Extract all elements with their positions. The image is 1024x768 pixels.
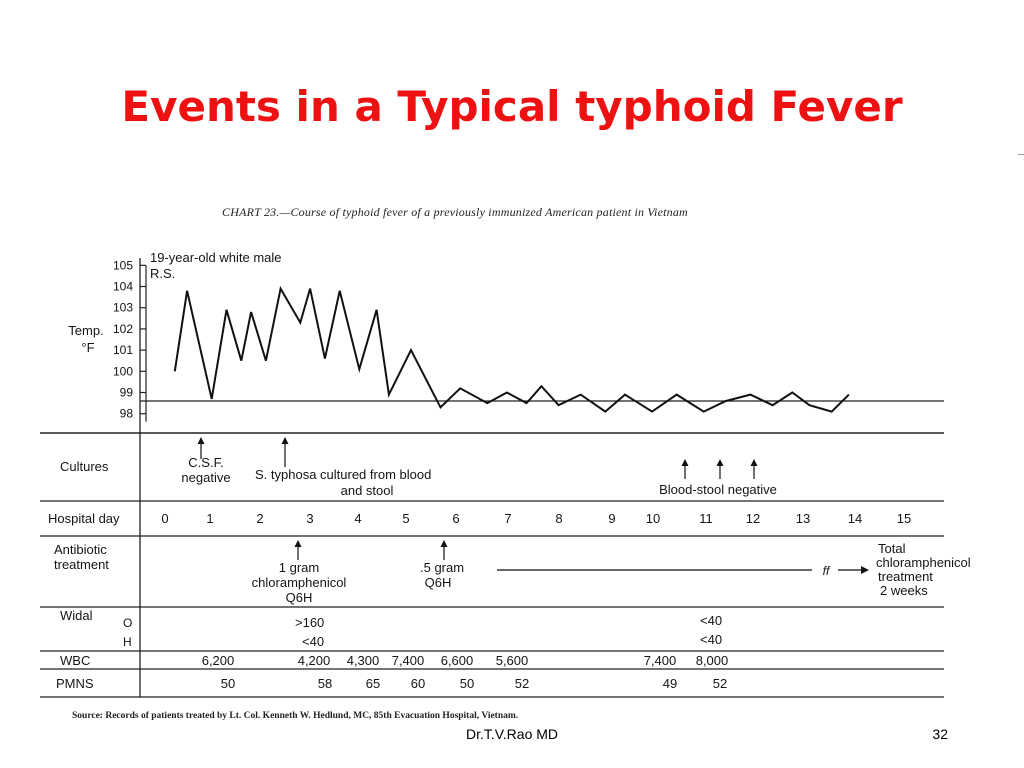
- widal-h-label: H: [123, 635, 132, 649]
- footer-author: Dr.T.V.Rao MD: [465, 726, 559, 742]
- chart-caption: CHART 23.—Course of typhoid fever of a p…: [222, 205, 688, 219]
- pmns-value-4: 50: [460, 676, 474, 691]
- temperature-line: [173, 285, 850, 413]
- dose2-label-0: .5 gram: [420, 560, 464, 575]
- total-treatment-0: Total: [878, 541, 906, 556]
- y-axis-label-unit: °F: [81, 340, 94, 355]
- treatment-break: ff: [823, 564, 831, 578]
- hospital-day-11: 11: [699, 511, 713, 526]
- widal-o-label: O: [123, 616, 132, 630]
- patient-note-initials: R.S.: [150, 266, 175, 281]
- pmns-label: PMNS: [56, 676, 94, 691]
- dose1-label-0: 1 gram: [279, 560, 319, 575]
- blood-stool-label: Blood-stool negative: [659, 482, 777, 497]
- pmns-value-3: 60: [411, 676, 425, 691]
- pmns-value-5: 52: [515, 676, 529, 691]
- dose2-arrow: [440, 540, 448, 560]
- arrow-head: [197, 437, 205, 444]
- blood-stool-arrow-0: [681, 459, 689, 479]
- hospital-day-9: 9: [608, 511, 615, 526]
- hospital-day-5: 5: [402, 511, 409, 526]
- patient-note: 19-year-old white male: [150, 250, 282, 265]
- arrow-head: [681, 459, 689, 466]
- data-table: Cultures C.S.F.negative S. typhosa culture…: [48, 437, 971, 691]
- pmns-value-6: 49: [663, 676, 677, 691]
- total-treatment-3: 2 weeks: [880, 583, 928, 598]
- treatment-arrow-head: [861, 566, 869, 574]
- wbc-label: WBC: [60, 653, 90, 668]
- total-treatment-1: chloramphenicol: [876, 555, 971, 570]
- y-tick-label: 99: [120, 386, 134, 400]
- typhosa-label: S. typhosa cultured from blood: [255, 467, 431, 482]
- typhosa-label-line2: and stool: [341, 483, 394, 498]
- arrow-head: [440, 540, 448, 547]
- wbc-value-7: 8,000: [696, 653, 729, 668]
- cultures-label: Cultures: [60, 459, 109, 474]
- hospital-day-2: 2: [256, 511, 263, 526]
- dose2-label-1: Q6H: [425, 575, 452, 590]
- hospital-day-3: 3: [306, 511, 313, 526]
- y-axis-label: Temp.: [68, 323, 103, 338]
- blood-stool-arrow-1: [716, 459, 724, 479]
- corner-mark: [1018, 154, 1024, 155]
- wbc-value-0: 6,200: [202, 653, 235, 668]
- hospital-day-13: 13: [796, 511, 810, 526]
- hospital-day-10: 10: [646, 511, 660, 526]
- hospital-day-label: Hospital day: [48, 511, 120, 526]
- wbc-value-2: 4,300: [347, 653, 380, 668]
- dose1-label-2: Q6H: [286, 590, 313, 605]
- typhosa-arrow: [281, 437, 289, 467]
- hospital-day-15: 15: [897, 511, 911, 526]
- wbc-value-3: 7,400: [392, 653, 425, 668]
- source-note: Source: Records of patients treated by L…: [72, 711, 519, 721]
- dose1-arrow: [294, 540, 302, 560]
- hospital-day-4: 4: [354, 511, 361, 526]
- arrow-head: [281, 437, 289, 444]
- widal-h-day3: <40: [302, 634, 324, 649]
- y-tick-label: 105: [113, 258, 133, 272]
- hospital-day-14: 14: [848, 511, 862, 526]
- csf-label-line2: negative: [181, 470, 230, 485]
- y-tick-label: 104: [113, 280, 133, 294]
- antibiotic-label: Antibiotic: [54, 542, 107, 557]
- table-grid: [40, 258, 944, 698]
- csf-label: C.S.F.: [188, 455, 223, 470]
- y-tick-label: 100: [113, 364, 133, 378]
- arrow-head: [750, 459, 758, 466]
- dose1-label-1: chloramphenicol: [252, 575, 347, 590]
- wbc-value-5: 5,600: [496, 653, 529, 668]
- y-tick-label: 102: [113, 322, 133, 336]
- hospital-day-8: 8: [555, 511, 562, 526]
- pmns-value-1: 58: [318, 676, 332, 691]
- csf-arrow: [197, 437, 205, 459]
- hospital-day-7: 7: [504, 511, 511, 526]
- hospital-day-12: 12: [746, 511, 760, 526]
- y-tick-label: 98: [120, 407, 134, 421]
- blood-stool-arrow-2: [750, 459, 758, 479]
- widal-o-day11: <40: [700, 613, 722, 628]
- y-tick-label: 103: [113, 301, 133, 315]
- pmns-value-0: 50: [221, 676, 235, 691]
- hospital-day-6: 6: [452, 511, 459, 526]
- widal-label: Widal: [60, 608, 93, 623]
- total-treatment-2: treatment: [878, 569, 933, 584]
- wbc-value-6: 7,400: [644, 653, 677, 668]
- slide-title: Events in a Typical typhoid Fever: [121, 82, 903, 131]
- y-axis: 98 99 100 101 102 103 104 105 Temp. °F: [68, 258, 147, 422]
- wbc-value-4: 6,600: [441, 653, 474, 668]
- pmns-value-2: 65: [366, 676, 380, 691]
- hospital-day-0: 0: [161, 511, 168, 526]
- y-tick-label: 101: [113, 343, 133, 357]
- widal-o-day3: >160: [295, 615, 324, 630]
- widal-h-day11: <40: [700, 632, 722, 647]
- arrow-head: [294, 540, 302, 547]
- slide-number: 32: [932, 726, 948, 742]
- arrow-head: [716, 459, 724, 466]
- antibiotic-label-line2: treatment: [54, 557, 109, 572]
- pmns-value-7: 52: [713, 676, 727, 691]
- wbc-value-1: 4,200: [298, 653, 331, 668]
- hospital-day-1: 1: [206, 511, 213, 526]
